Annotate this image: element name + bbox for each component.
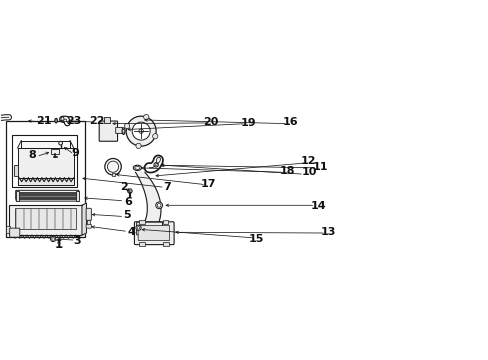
Polygon shape <box>18 178 74 185</box>
Polygon shape <box>135 172 161 225</box>
Circle shape <box>154 163 158 167</box>
Bar <box>76 191 79 201</box>
Bar <box>87 220 90 225</box>
Text: 13: 13 <box>321 227 336 237</box>
Text: 22: 22 <box>89 116 105 126</box>
Bar <box>17 191 20 201</box>
Circle shape <box>156 202 162 209</box>
Ellipse shape <box>122 129 124 133</box>
Bar <box>139 220 144 224</box>
FancyBboxPatch shape <box>134 222 174 245</box>
Text: 1: 1 <box>55 238 62 251</box>
Bar <box>51 149 60 154</box>
Text: 5: 5 <box>123 210 130 220</box>
Text: 7: 7 <box>163 181 171 192</box>
Text: 15: 15 <box>248 234 264 244</box>
Circle shape <box>155 164 157 166</box>
Bar <box>138 242 145 246</box>
Text: 9: 9 <box>72 148 80 158</box>
Bar <box>14 165 18 176</box>
Circle shape <box>52 238 54 240</box>
Bar <box>12 135 77 187</box>
Bar <box>6 226 10 233</box>
Circle shape <box>127 189 132 193</box>
Ellipse shape <box>156 157 160 163</box>
Circle shape <box>128 190 131 192</box>
Circle shape <box>152 134 158 139</box>
Circle shape <box>124 123 129 129</box>
Circle shape <box>50 237 56 242</box>
FancyBboxPatch shape <box>86 224 91 228</box>
Text: 6: 6 <box>124 197 132 207</box>
Text: 11: 11 <box>312 162 327 172</box>
Circle shape <box>126 116 156 146</box>
Bar <box>9 205 82 235</box>
Circle shape <box>136 143 141 149</box>
Bar <box>103 117 110 122</box>
Text: 17: 17 <box>201 179 216 189</box>
Circle shape <box>157 203 161 207</box>
Text: 16: 16 <box>282 117 298 127</box>
Polygon shape <box>18 148 74 178</box>
Text: 12: 12 <box>300 156 316 166</box>
Text: 4: 4 <box>127 227 135 237</box>
Polygon shape <box>21 140 70 148</box>
FancyBboxPatch shape <box>16 197 79 201</box>
FancyBboxPatch shape <box>138 225 169 240</box>
Ellipse shape <box>55 118 57 123</box>
Text: 20: 20 <box>203 117 218 127</box>
FancyBboxPatch shape <box>116 127 122 134</box>
Ellipse shape <box>61 117 64 121</box>
Text: 19: 19 <box>241 117 256 127</box>
Ellipse shape <box>133 165 141 171</box>
Bar <box>6 121 84 237</box>
Polygon shape <box>82 203 86 235</box>
Bar <box>162 242 169 246</box>
Text: 21: 21 <box>36 116 51 126</box>
Circle shape <box>137 226 140 229</box>
Bar <box>162 220 168 224</box>
Circle shape <box>132 122 150 140</box>
Ellipse shape <box>122 128 125 135</box>
Ellipse shape <box>135 166 140 169</box>
FancyBboxPatch shape <box>10 228 20 237</box>
Text: 23: 23 <box>66 116 81 126</box>
Text: 2: 2 <box>120 182 128 192</box>
Circle shape <box>143 114 148 120</box>
Circle shape <box>104 158 121 175</box>
Text: 18: 18 <box>279 166 294 176</box>
FancyBboxPatch shape <box>86 208 91 220</box>
Text: 14: 14 <box>310 201 325 211</box>
Circle shape <box>59 141 62 145</box>
FancyBboxPatch shape <box>136 222 162 235</box>
Circle shape <box>107 161 119 172</box>
Text: 8: 8 <box>29 150 36 160</box>
Text: 10: 10 <box>301 167 316 177</box>
FancyBboxPatch shape <box>16 190 79 199</box>
Bar <box>111 174 114 176</box>
Circle shape <box>139 129 143 134</box>
Bar <box>15 208 76 229</box>
Ellipse shape <box>55 119 57 122</box>
Circle shape <box>136 225 141 230</box>
FancyBboxPatch shape <box>99 121 117 141</box>
Text: 3: 3 <box>74 236 81 246</box>
